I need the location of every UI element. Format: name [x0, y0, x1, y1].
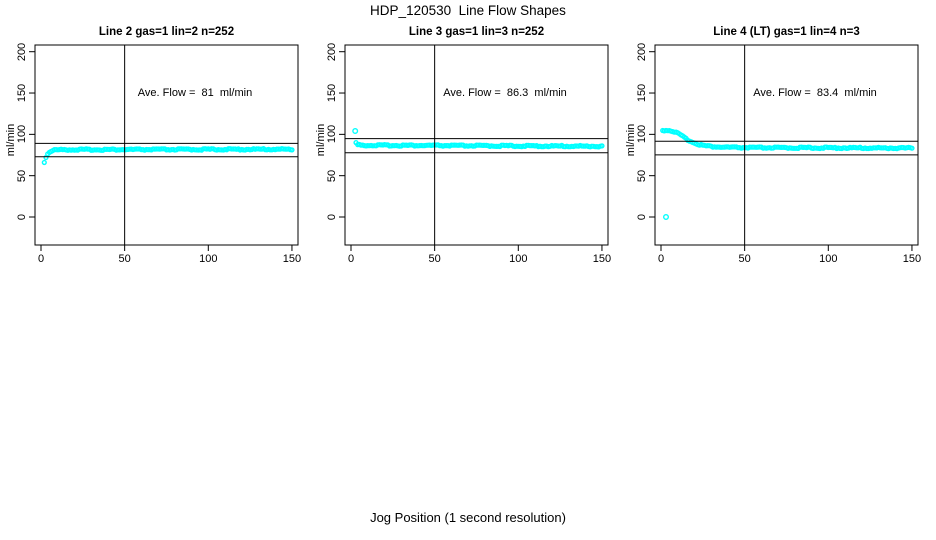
y-tick-label: 50: [636, 169, 648, 182]
y-tick-label: 50: [16, 169, 28, 182]
panel-title: Line 2 gas=1 lin=2 n=252: [98, 26, 235, 38]
x-tick-label: 100: [199, 253, 218, 265]
data-point: [599, 143, 605, 149]
panel-title: Line 3 gas=1 lin=3 n=252: [408, 26, 545, 38]
y-axis-label: ml/min: [315, 123, 327, 157]
outlier-point: [663, 213, 670, 220]
x-axis-title: Jog Position (1 second resolution): [370, 510, 566, 525]
ave-flow-annotation: Ave. Flow = 86.3 ml/min: [443, 87, 567, 99]
ave-flow-annotation: Ave. Flow = 81 ml/min: [137, 87, 253, 99]
data-point: [289, 147, 295, 153]
panel-title: Line 4 (LT) gas=1 lin=4 n=3: [713, 26, 860, 38]
x-tick-label: 150: [592, 253, 612, 265]
y-tick-label: 0: [326, 213, 338, 221]
y-tick-label: 200: [16, 42, 28, 61]
y-tick-label: 50: [326, 169, 338, 182]
x-tick-label: 0: [347, 253, 355, 265]
plot-box: [344, 44, 609, 246]
figure-title: HDP_120530 Line Flow Shapes: [370, 3, 566, 18]
y-tick-label: 100: [16, 125, 28, 144]
x-tick-label: 0: [657, 253, 665, 265]
x-tick-label: 100: [509, 253, 528, 265]
plot-box: [34, 44, 299, 246]
y-tick-label: 100: [326, 125, 338, 144]
x-tick-label: 50: [428, 253, 441, 265]
y-tick-label: 150: [326, 83, 338, 103]
y-tick-label: 200: [326, 42, 338, 61]
y-tick-label: 150: [16, 83, 28, 103]
x-tick-label: 50: [118, 253, 131, 265]
y-tick-label: 0: [636, 213, 648, 221]
y-tick-label: 150: [636, 83, 648, 103]
y-tick-label: 0: [16, 213, 28, 221]
x-tick-label: 50: [738, 253, 751, 265]
x-tick-label: 150: [902, 253, 922, 265]
x-tick-label: 150: [282, 253, 302, 265]
y-tick-label: 200: [636, 42, 648, 61]
x-tick-label: 0: [37, 253, 45, 265]
y-axis-label: ml/min: [625, 123, 637, 157]
plot-box: [654, 44, 919, 246]
data-point: [41, 159, 47, 166]
y-tick-label: 100: [636, 125, 648, 144]
ave-flow-annotation: Ave. Flow = 83.4 ml/min: [753, 87, 877, 99]
y-axis-label: ml/min: [5, 123, 17, 157]
x-tick-label: 100: [819, 253, 838, 265]
outlier-point: [352, 127, 359, 134]
data-point: [909, 145, 915, 151]
